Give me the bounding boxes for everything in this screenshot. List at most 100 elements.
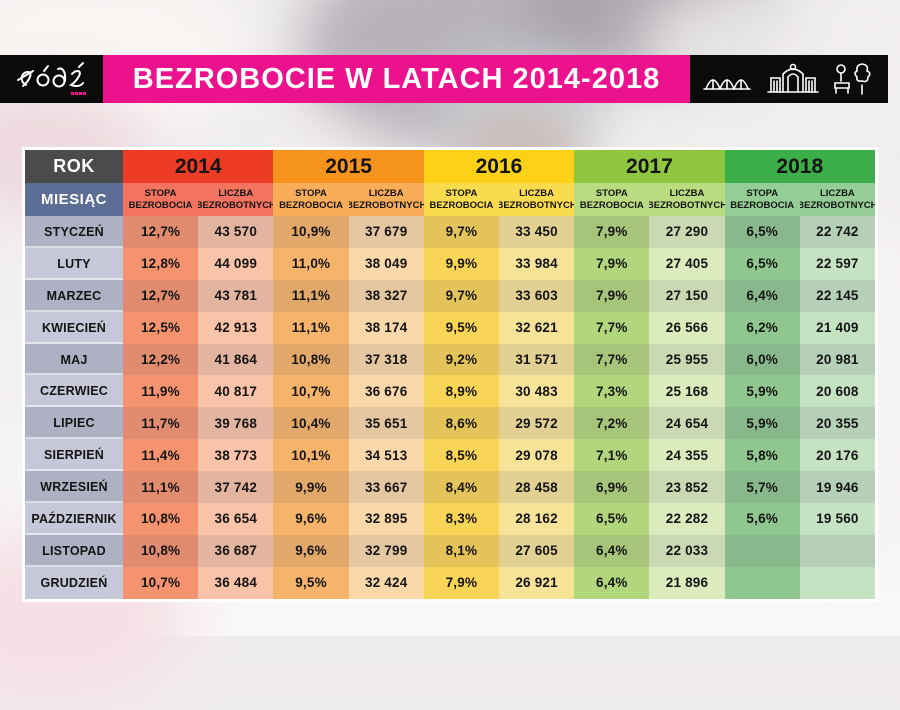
stopa-cell-2015: 11,1%: [273, 311, 349, 344]
stopa-cell-2016: 8,3%: [423, 503, 499, 535]
liczba-cell-2016: 26 921: [498, 566, 575, 599]
stopa-cell-2018: 5,9%: [724, 375, 800, 408]
liczba-cell-2015: 35 651: [348, 407, 424, 440]
landmark-icons-box: [690, 55, 888, 103]
stopa-cell-2016: 8,9%: [423, 375, 499, 408]
stopa-cell-2014: 10,7%: [123, 566, 199, 599]
month-cell: SIERPIEŃ: [25, 439, 123, 472]
stopa-subheader-2017: STOPA BEZROBOCIA: [574, 183, 650, 216]
month-cell: LUTY: [25, 247, 123, 280]
liczba-cell-2017: 26 566: [649, 311, 725, 344]
liczba-cell-2017: 27 290: [649, 216, 725, 248]
liczba-cell-2016: 33 984: [498, 247, 575, 280]
stopa-cell-2014: 11,9%: [123, 375, 199, 408]
stopa-cell-2015: 9,9%: [273, 471, 349, 504]
stopa-cell-2014: 11,4%: [123, 439, 199, 472]
stopa-cell-2017: 6,4%: [574, 534, 650, 567]
liczba-cell-2017: 25 955: [649, 343, 725, 376]
liczba-cell-2017: 24 654: [649, 407, 725, 440]
stopa-cell-2014: 10,8%: [123, 534, 199, 567]
stopa-cell-2015: 10,4%: [273, 407, 349, 440]
liczba-cell-2015: 32 799: [348, 534, 424, 567]
stopa-subheader-2014: STOPA BEZROBOCIA: [123, 183, 199, 216]
stopa-cell-2017: 6,4%: [574, 566, 650, 599]
stopa-cell-2018: 6,4%: [724, 279, 800, 312]
liczba-cell-2016: 31 571: [498, 343, 575, 376]
month-cell: CZERWIEC: [25, 375, 123, 408]
stopa-cell-2018: [724, 566, 800, 599]
liczba-cell-2017: 25 168: [649, 375, 725, 408]
park-icon: [833, 63, 871, 95]
liczba-cell-2018: [799, 566, 875, 599]
liczba-cell-2017: 22 033: [649, 534, 725, 567]
stopa-cell-2017: 6,9%: [574, 471, 650, 504]
stopa-subheader-2018: STOPA BEZROBOCIA: [724, 183, 800, 216]
month-cell: KWIECIEŃ: [25, 311, 123, 344]
liczba-cell-2015: 37 318: [348, 343, 424, 376]
liczba-cell-2018: 20 981: [799, 343, 875, 376]
year-header-2015: 2015: [273, 150, 424, 183]
month-cell: MAJ: [25, 343, 123, 376]
stopa-cell-2015: 11,1%: [273, 279, 349, 312]
year-header-2016: 2016: [423, 150, 575, 183]
liczba-cell-2018: 22 145: [799, 279, 875, 312]
stopa-cell-2016: 9,2%: [423, 343, 499, 376]
liczba-cell-2015: 33 667: [348, 471, 424, 504]
stopa-cell-2015: 10,8%: [273, 343, 349, 376]
liczba-subheader-2017: LICZBA BEZROBOTNYCH: [649, 183, 725, 216]
stopa-subheader-2015: STOPA BEZROBOCIA: [273, 183, 349, 216]
stopa-cell-2017: 6,5%: [574, 503, 650, 535]
month-cell: LIPIEC: [25, 407, 123, 440]
stopa-cell-2018: 5,7%: [724, 471, 800, 504]
stopa-cell-2018: 6,5%: [724, 247, 800, 280]
month-cell: MARZEC: [25, 279, 123, 312]
liczba-cell-2017: 27 405: [649, 247, 725, 280]
miesiac-header: MIESIĄC: [25, 183, 123, 216]
stopa-cell-2016: 9,7%: [423, 216, 499, 248]
stopa-cell-2014: 10,8%: [123, 503, 199, 535]
liczba-cell-2016: 32 621: [498, 311, 575, 344]
stopa-cell-2017: 7,9%: [574, 279, 650, 312]
liczba-subheader-2016: LICZBA BEZROBOTNYCH: [498, 183, 575, 216]
stopa-subheader-2016: STOPA BEZROBOCIA: [423, 183, 499, 216]
stopa-cell-2014: 12,8%: [123, 247, 199, 280]
stopa-cell-2018: 5,8%: [724, 439, 800, 472]
stopa-cell-2016: 9,7%: [423, 279, 499, 312]
stopa-cell-2015: 10,9%: [273, 216, 349, 248]
page-title: BEZROBOCIE W LATACH 2014-2018: [132, 62, 661, 95]
stopa-cell-2017: 7,9%: [574, 247, 650, 280]
stopa-cell-2015: 9,6%: [273, 534, 349, 567]
liczba-cell-2016: 29 572: [498, 407, 575, 440]
stopa-cell-2014: 12,7%: [123, 216, 199, 248]
liczba-cell-2016: 33 450: [498, 216, 575, 248]
city-gate-icon: [767, 63, 819, 93]
stopa-cell-2018: 5,9%: [724, 407, 800, 440]
liczba-cell-2016: 29 078: [498, 439, 575, 472]
stopa-cell-2018: 5,6%: [724, 503, 800, 535]
liczba-cell-2018: 20 355: [799, 407, 875, 440]
liczba-cell-2014: 44 099: [198, 247, 274, 280]
stopa-cell-2014: 12,2%: [123, 343, 199, 376]
page-title-banner: BEZROBOCIE W LATACH 2014-2018: [103, 55, 690, 103]
stopa-cell-2014: 12,7%: [123, 279, 199, 312]
liczba-cell-2015: 38 327: [348, 279, 424, 312]
liczba-cell-2015: 32 895: [348, 503, 424, 535]
liczba-cell-2014: 40 817: [198, 375, 274, 408]
liczba-cell-2017: 23 852: [649, 471, 725, 504]
liczba-cell-2015: 37 679: [348, 216, 424, 248]
liczba-cell-2018: 20 176: [799, 439, 875, 472]
stopa-cell-2016: 8,6%: [423, 407, 499, 440]
month-cell: STYCZEŃ: [25, 216, 123, 248]
liczba-cell-2017: 22 282: [649, 503, 725, 535]
liczba-cell-2014: 38 773: [198, 439, 274, 472]
liczba-cell-2016: 30 483: [498, 375, 575, 408]
liczba-cell-2015: 38 049: [348, 247, 424, 280]
lodz-logo: [0, 55, 103, 103]
stopa-cell-2018: 6,2%: [724, 311, 800, 344]
stopa-cell-2016: 7,9%: [423, 566, 499, 599]
liczba-subheader-2015: LICZBA BEZROBOTNYCH: [348, 183, 424, 216]
rok-header: ROK: [25, 150, 123, 183]
arched-viaduct-icon: [702, 79, 751, 90]
stopa-cell-2014: 12,5%: [123, 311, 199, 344]
liczba-cell-2016: 28 162: [498, 503, 575, 535]
